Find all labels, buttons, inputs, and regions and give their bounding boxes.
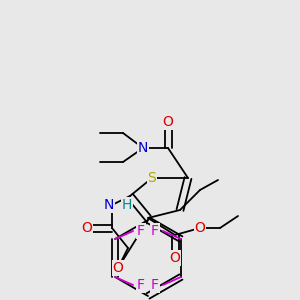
Text: O: O [163,115,173,129]
Text: O: O [112,261,123,275]
Text: N: N [103,198,114,212]
Text: O: O [169,251,180,265]
Text: H: H [122,198,132,212]
Text: O: O [195,221,206,235]
Text: F: F [151,278,159,292]
Text: F: F [137,278,145,292]
Text: S: S [148,171,156,185]
Text: F: F [137,224,145,238]
Text: N: N [138,141,148,155]
Text: O: O [82,221,92,235]
Text: F: F [151,224,159,238]
